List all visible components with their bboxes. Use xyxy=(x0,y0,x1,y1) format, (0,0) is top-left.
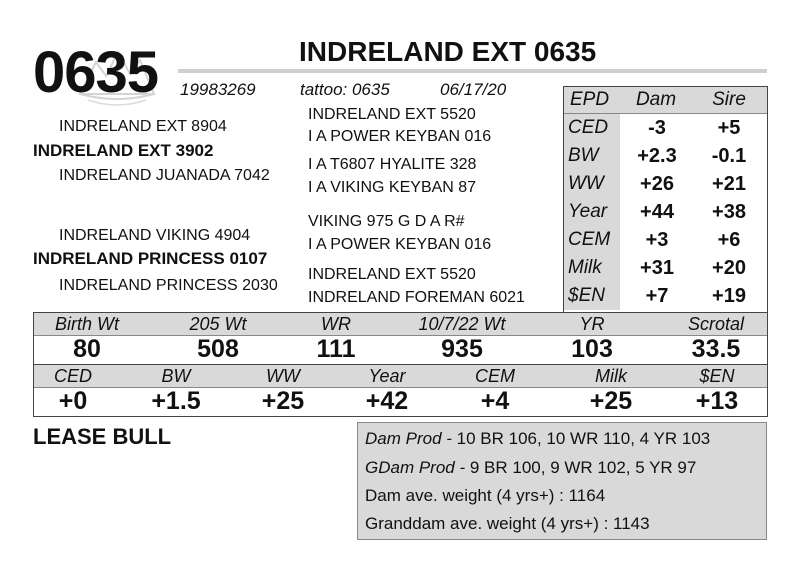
calf-epd-header: CEM xyxy=(475,366,515,386)
epd-sire-value: +21 xyxy=(712,173,746,195)
gdam-production-line: GDam Prod - 9 BR 100, 9 WR 102, 5 YR 97 xyxy=(365,458,696,478)
calf-epd-table: CED BW WW Year CEM Milk $EN +0 +1.5 +25 +42 +4 +25 +… xyxy=(33,364,768,417)
calf-epd-header: BW xyxy=(161,366,191,386)
calf-epd-value: +25 xyxy=(261,387,305,415)
epd-dam-value: +31 xyxy=(640,257,674,279)
epd-dam-value: +26 xyxy=(640,173,674,195)
performance-value: 103 xyxy=(571,335,613,363)
performance-value: 111 xyxy=(316,335,356,363)
performance-value: 508 xyxy=(197,335,239,363)
dam-production-line: Dam Prod - 10 BR 106, 10 WR 110, 4 YR 10… xyxy=(365,429,710,449)
lease-status: LEASE BULL xyxy=(33,424,172,449)
dam-dam-sire: INDRELAND EXT 5520 xyxy=(308,266,476,283)
dam-average-weight: Dam ave. weight (4 yrs+) : 1164 xyxy=(365,486,606,505)
sire-dam: INDRELAND JUANADA 7042 xyxy=(59,167,270,184)
epd-row-label: WW xyxy=(564,170,620,198)
sire: INDRELAND EXT 3902 xyxy=(33,141,214,160)
dam-sire-dam: I A POWER KEYBAN 016 xyxy=(308,236,492,253)
dam-sire: INDRELAND VIKING 4904 xyxy=(59,227,251,244)
sire-sire-dam: I A POWER KEYBAN 016 xyxy=(308,128,492,145)
performance-header: 10/7/22 Wt xyxy=(418,314,506,334)
granddam-average-weight: Granddam ave. weight (4 yrs+) : 1143 xyxy=(365,514,650,533)
calf-epd-header: $EN xyxy=(699,366,735,386)
epd-sire-value: +6 xyxy=(717,229,741,251)
epd-row-label: Milk xyxy=(564,254,620,282)
sire-dam-dam: I A VIKING KEYBAN 87 xyxy=(308,179,477,196)
dam-dam-dam: INDRELAND FOREMAN 6021 xyxy=(308,289,525,306)
epd-col-epd: EPD xyxy=(570,89,610,110)
calf-epd-value: +0 xyxy=(58,387,88,415)
tattoo: tattoo: 0635 xyxy=(300,80,390,99)
epd-dam-value: +44 xyxy=(640,201,674,223)
epd-table: EPD Dam Sire CED -3 +5 BW +2.3 -0.1 WW +26 +21 Ye… xyxy=(563,86,768,313)
epd-col-sire: Sire xyxy=(712,89,746,110)
epd-row-label: $EN xyxy=(564,282,620,310)
lot-number: 0635 xyxy=(33,40,159,105)
calf-epd-header: Year xyxy=(368,366,406,386)
calf-epd-header: CED xyxy=(53,366,93,386)
epd-dam-value: +2.3 xyxy=(637,145,677,167)
calf-epd-value: +4 xyxy=(480,387,510,415)
epd-col-dam: Dam xyxy=(635,89,677,110)
sire-sire: INDRELAND EXT 8904 xyxy=(59,118,227,135)
epd-sire-value: +19 xyxy=(712,285,746,307)
calf-epd-header-row: CED BW WW Year CEM Milk $EN xyxy=(34,365,767,388)
dam-prod-label: Dam Prod - xyxy=(365,429,452,448)
gdam-prod-value: 9 BR 100, 9 WR 102, 5 YR 97 xyxy=(465,458,697,477)
header-divider xyxy=(178,69,767,73)
dam-sire-sire: VIKING 975 G D A R# xyxy=(308,213,465,230)
epd-row-label: CED xyxy=(564,114,620,142)
performance-header: Scrotal xyxy=(687,314,745,334)
calf-epd-value: +25 xyxy=(589,387,633,415)
dam-prod-value: 10 BR 106, 10 WR 110, 4 YR 103 xyxy=(451,429,711,448)
sire-sire-sire: INDRELAND EXT 5520 xyxy=(308,106,476,123)
performance-header: 205 Wt xyxy=(189,314,247,334)
epd-sire-value: +38 xyxy=(712,201,746,223)
birth-date: 06/17/20 xyxy=(440,80,507,99)
gdam-prod-label: GDam Prod - xyxy=(365,458,466,477)
calf-epd-value: +1.5 xyxy=(151,387,201,415)
performance-header-row: Birth Wt 205 Wt WR 10/7/22 Wt YR Scrotal xyxy=(34,313,767,336)
epd-row-label: CEM xyxy=(564,226,620,254)
epd-row-label: Year xyxy=(564,198,620,226)
dam: INDRELAND PRINCESS 0107 xyxy=(33,249,268,268)
epd-sire-value: -0.1 xyxy=(711,145,747,167)
performance-value: 80 xyxy=(73,335,101,363)
epd-dam-value: -3 xyxy=(648,117,666,139)
animal-name-title: INDRELAND EXT 0635 xyxy=(299,36,597,67)
epd-row-label: BW xyxy=(564,142,620,170)
epd-sire-value: +20 xyxy=(712,257,746,279)
epd-dam-value: +7 xyxy=(645,285,669,307)
performance-header: WR xyxy=(321,314,351,334)
epd-sire-value: +5 xyxy=(717,117,741,139)
ranch-logo-watermark xyxy=(78,49,156,106)
sire-dam-sire: I A T6807 HYALITE 328 xyxy=(308,156,477,173)
registration-number: 19983269 xyxy=(180,80,256,99)
performance-header: Birth Wt xyxy=(54,314,120,334)
dam-dam: INDRELAND PRINCESS 2030 xyxy=(59,277,278,294)
calf-epd-value: +13 xyxy=(695,387,739,415)
performance-header: YR xyxy=(579,314,605,334)
calf-epd-header: WW xyxy=(266,366,300,386)
calf-epd-value: +42 xyxy=(365,387,409,415)
epd-dam-value: +3 xyxy=(645,229,669,251)
epd-table-header: EPD Dam Sire xyxy=(564,87,767,114)
production-box: Dam Prod - 10 BR 106, 10 WR 110, 4 YR 10… xyxy=(357,422,767,540)
performance-table: Birth Wt 205 Wt WR 10/7/22 Wt YR Scrotal 80 50… xyxy=(33,312,768,365)
calf-epd-header: Milk xyxy=(595,366,627,386)
performance-value: 935 xyxy=(441,335,483,363)
performance-value: 33.5 xyxy=(691,335,741,363)
